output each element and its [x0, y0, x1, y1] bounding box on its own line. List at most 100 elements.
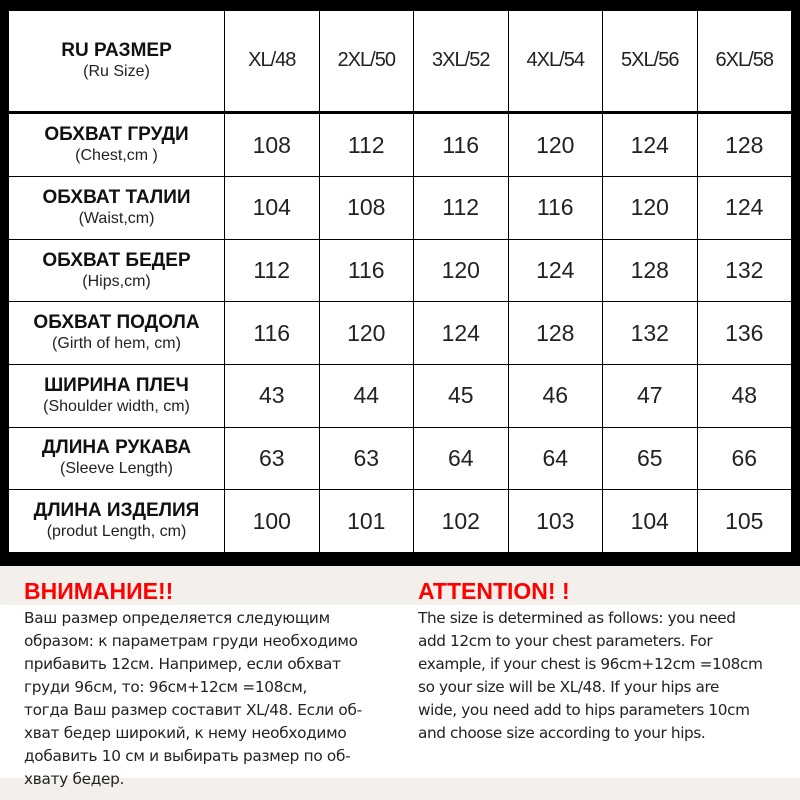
note-line: so your size will be XL/48. If your hips… — [418, 678, 720, 696]
value-cell: 66 — [696, 426, 792, 491]
measurement-row: ДЛИНА РУКАВА (Sleeve Length) 63 63 64 64 65 66 — [8, 426, 792, 491]
measurement-row: ДЛИНА ИЗДЕЛИЯ (produt Length, cm) 100 101 1… — [8, 489, 792, 553]
value-cell: 136 — [696, 301, 792, 365]
value-cell: 63 — [318, 426, 414, 491]
value-cell: 64 — [507, 426, 603, 491]
value-cell: 120 — [318, 301, 414, 365]
value-cell: 116 — [318, 238, 414, 303]
size-chart: RU РАЗМЕР (Ru Size) XL/48 2XL/50 3XL/52 … — [0, 0, 800, 566]
row-subtitle: (produt Length, cm) — [46, 523, 187, 541]
value-cell: 105 — [696, 489, 792, 553]
row-label-cell: ОБХВАТ БЕДЕР (Hips,cm) — [8, 238, 225, 303]
value-cell: 128 — [602, 238, 698, 303]
row-label-cell: ДЛИНА РУКАВА (Sleeve Length) — [8, 426, 225, 491]
value-cell: 124 — [602, 111, 698, 178]
note-line: добавить 10 см и выбирать размер по об- — [24, 747, 351, 765]
note-line: груди 96см, то: 96см+12см =108см, — [24, 678, 308, 696]
header-title: RU РАЗМЕР — [61, 39, 172, 61]
row-label-cell: ШИРИНА ПЛЕЧ (Shoulder width, cm) — [8, 364, 225, 428]
value-cell: 116 — [224, 301, 320, 365]
value-cell: 46 — [507, 364, 603, 428]
row-subtitle: (Hips,cm) — [82, 272, 151, 290]
value-cell: 104 — [224, 176, 320, 240]
row-title: ДЛИНА ИЗДЕЛИЯ — [33, 500, 200, 522]
note-line: wide, you need add to hips parameters 10… — [418, 701, 750, 719]
note-line: The size is determined as follows: you n… — [418, 609, 736, 627]
value-cell: 47 — [602, 364, 698, 428]
value-cell: 108 — [318, 176, 414, 240]
note-body-ru: Ваш размер определяется следующим образо… — [0, 605, 410, 788]
value-cell: 43 — [224, 364, 320, 428]
size-header: 6XL/58 — [696, 10, 792, 114]
value-cell: 128 — [696, 111, 792, 178]
note-line: прибавить 12см. Например, если обхват — [24, 655, 341, 673]
note-line: example, if your chest is 96cm+12cm =108… — [418, 655, 763, 673]
note-english: ATTENTION! ! The size is determined as f… — [410, 566, 800, 778]
note-russian: ВНИМАНИЕ!! Ваш размер определяется следу… — [0, 566, 410, 788]
measurement-row: ОБХВАТ ТАЛИИ (Waist,cm) 104 108 112 116 120 12… — [8, 176, 792, 240]
measurement-row: ОБХВАТ БЕДЕР (Hips,cm) 112 116 120 124 128 132 — [8, 238, 792, 303]
measurement-row: ОБХВАТ ПОДОЛА (Girth of hem, cm) 116 120 12… — [8, 301, 792, 365]
header-label-cell: RU РАЗМЕР (Ru Size) — [8, 10, 225, 114]
row-subtitle: (Sleeve Length) — [60, 460, 173, 478]
value-cell: 100 — [224, 489, 320, 553]
size-header: 2XL/50 — [318, 10, 414, 114]
row-title: ОБХВАТ БЕДЕР — [42, 249, 191, 271]
value-cell: 64 — [413, 426, 509, 491]
note-line: and choose size according to your hips. — [418, 724, 706, 742]
value-cell: 120 — [507, 111, 603, 178]
row-subtitle: (Waist,cm) — [78, 209, 155, 227]
size-header: 4XL/54 — [507, 10, 603, 114]
row-title: ОБХВАТ ГРУДИ — [44, 124, 189, 146]
note-line: хват бедер широкий, к нему необходимо — [24, 724, 347, 742]
value-cell: 108 — [224, 111, 320, 178]
note-line: add 12cm to your chest parameters. For — [418, 632, 713, 650]
size-header: XL/48 — [224, 10, 320, 114]
row-label-cell: ОБХВАТ ПОДОЛА (Girth of hem, cm) — [8, 301, 225, 365]
size-header: 3XL/52 — [413, 10, 509, 114]
row-subtitle: (Girth of hem, cm) — [52, 335, 181, 353]
value-cell: 116 — [507, 176, 603, 240]
row-subtitle: (Shoulder width, cm) — [43, 397, 190, 415]
measurement-row: ОБХВАТ ГРУДИ (Chest,cm ) 108 112 116 120 124 1… — [8, 111, 792, 178]
value-cell: 44 — [318, 364, 414, 428]
note-heading-ru: ВНИМАНИЕ!! — [24, 578, 174, 604]
header-row: RU РАЗМЕР (Ru Size) XL/48 2XL/50 3XL/52 … — [8, 10, 792, 114]
value-cell: 103 — [507, 489, 603, 553]
measurement-row: ШИРИНА ПЛЕЧ (Shoulder width, cm) 43 44 45 46… — [8, 364, 792, 428]
value-cell: 132 — [602, 301, 698, 365]
row-label-cell: ОБХВАТ ТАЛИИ (Waist,cm) — [8, 176, 225, 240]
note-line: тогда Ваш размер составит XL/48. Если об… — [24, 701, 362, 719]
row-label-cell: ДЛИНА ИЗДЕЛИЯ (produt Length, cm) — [8, 489, 225, 553]
row-title: ШИРИНА ПЛЕЧ — [44, 374, 189, 396]
note-body-en: The size is determined as follows: you n… — [410, 605, 800, 778]
value-cell: 112 — [413, 176, 509, 240]
size-header: 5XL/56 — [602, 10, 698, 114]
value-cell: 120 — [413, 238, 509, 303]
value-cell: 101 — [318, 489, 414, 553]
value-cell: 104 — [602, 489, 698, 553]
note-line: хвату бедер. — [24, 770, 125, 788]
header-subtitle: (Ru Size) — [83, 62, 150, 80]
value-cell: 65 — [602, 426, 698, 491]
value-cell: 124 — [413, 301, 509, 365]
value-cell: 128 — [507, 301, 603, 365]
value-cell: 45 — [413, 364, 509, 428]
value-cell: 63 — [224, 426, 320, 491]
row-title: ОБХВАТ ТАЛИИ — [42, 186, 191, 208]
value-cell: 48 — [696, 364, 792, 428]
row-label-cell: ОБХВАТ ГРУДИ (Chest,cm ) — [8, 111, 225, 178]
row-title: ДЛИНА РУКАВА — [41, 437, 192, 459]
size-table: RU РАЗМЕР (Ru Size) XL/48 2XL/50 3XL/52 … — [8, 10, 792, 553]
note-line: образом: к параметрам груди необходимо — [24, 632, 358, 650]
note-line: Ваш размер определяется следующим — [24, 609, 330, 627]
value-cell: 102 — [413, 489, 509, 553]
value-cell: 124 — [507, 238, 603, 303]
row-subtitle: (Chest,cm ) — [75, 147, 158, 165]
value-cell: 124 — [696, 176, 792, 240]
value-cell: 120 — [602, 176, 698, 240]
value-cell: 132 — [696, 238, 792, 303]
value-cell: 112 — [318, 111, 414, 178]
row-title: ОБХВАТ ПОДОЛА — [33, 312, 200, 334]
note-heading-en: ATTENTION! ! — [418, 578, 570, 604]
